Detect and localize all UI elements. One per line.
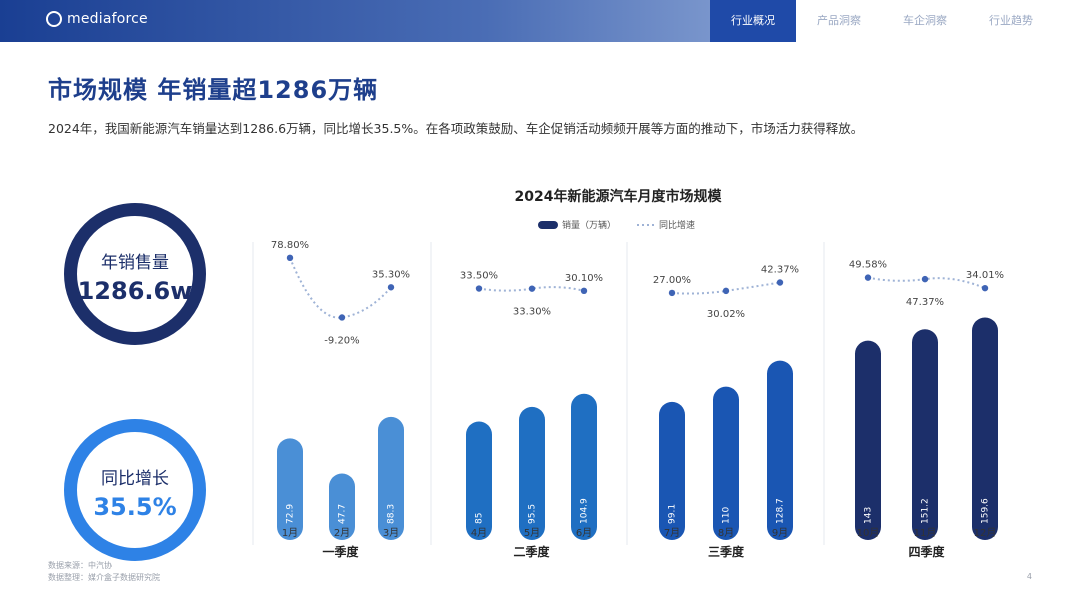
growth-point-label: 30.10%	[565, 273, 603, 284]
nav-item-industry-overview[interactable]: 行业概况	[710, 0, 796, 42]
month-tick-label: 2月	[334, 527, 350, 539]
growth-point-label: 49.58%	[849, 260, 887, 271]
source-note: 数据来源：中汽协 数据整理：媒介盒子数据研究院	[48, 560, 160, 584]
growth-point	[668, 289, 676, 297]
month-tick-label: 10月	[857, 527, 880, 539]
sales-bar-label: 72.9	[286, 504, 296, 524]
sales-bar-label: 151.2	[921, 498, 931, 524]
growth-point	[864, 274, 872, 281]
month-tick-label: 9月	[772, 527, 788, 539]
month-tick-label: 11月	[914, 527, 937, 539]
month-tick-label: 7月	[664, 527, 680, 539]
yoy-growth-value: 35.5%	[93, 493, 177, 521]
sales-bar-label: 85	[475, 513, 485, 524]
data-source: 数据来源：中汽协	[48, 561, 112, 570]
top-nav: 行业概况 产品洞察 车企洞察 行业趋势	[710, 0, 1054, 42]
brand-name: mediaforce	[67, 11, 148, 27]
growth-point-label: 34.01%	[966, 270, 1004, 281]
growth-line	[867, 276, 986, 290]
growth-point-label: 27.00%	[653, 275, 691, 286]
sales-bar	[972, 317, 998, 540]
growth-point	[776, 279, 784, 286]
sales-bar-label: 143	[864, 507, 874, 524]
sales-bar-label: 88.3	[387, 504, 397, 524]
sales-bar	[713, 386, 739, 540]
growth-point	[338, 314, 346, 321]
header-bar: mediaforce 行业概况 产品洞察 车企洞察 行业趋势	[0, 0, 1080, 42]
page-number: 4	[1026, 572, 1032, 581]
growth-point	[921, 275, 929, 283]
quarter-label: 三季度	[708, 544, 745, 559]
growth-point-label: 78.80%	[271, 240, 309, 251]
page-title: 市场规模 年销量超1286万辆	[48, 76, 379, 104]
nav-item-industry-trend[interactable]: 行业趋势	[989, 14, 1033, 27]
month-tick-label: 1月	[282, 527, 298, 539]
month-tick-label: 4月	[471, 527, 487, 539]
growth-point-label: 35.30%	[372, 269, 410, 280]
legend-swatch-sales	[538, 221, 558, 229]
sales-bar-label: 95.5	[528, 504, 538, 524]
growth-point-label: 33.50%	[460, 271, 498, 282]
month-tick-label: 5月	[524, 527, 540, 539]
sales-bar-label: 104.9	[580, 498, 590, 524]
sales-bar	[466, 421, 492, 540]
sales-bar-label: 47.7	[338, 504, 348, 524]
nav-background	[790, 0, 1080, 42]
quarter-label: 二季度	[513, 544, 550, 559]
sales-bar-label: 159.6	[981, 498, 991, 524]
sales-bar	[277, 438, 303, 540]
growth-point-label: 47.37%	[906, 297, 944, 308]
growth-point	[475, 285, 483, 292]
growth-line	[478, 286, 585, 292]
growth-point-label: -9.20%	[324, 335, 359, 346]
chart-title: 2024年新能源汽车月度市场规模	[515, 188, 723, 205]
nav-item-automaker-insight[interactable]: 车企洞察	[903, 14, 947, 27]
sales-bar	[767, 360, 793, 540]
growth-point-label: 42.37%	[761, 265, 799, 276]
sales-bar-label: 99.1	[668, 504, 678, 524]
growth-point	[387, 284, 395, 291]
month-tick-label: 6月	[576, 527, 592, 539]
sales-bar	[855, 340, 881, 540]
annual-sales-label: 年销售量	[101, 253, 169, 273]
sales-bar	[571, 393, 597, 540]
growth-point	[528, 285, 536, 292]
yoy-growth-label: 同比增长	[101, 469, 169, 489]
logo-icon	[46, 11, 62, 27]
growth-point	[722, 287, 730, 295]
legend-label-sales: 销量（万辆）	[562, 219, 616, 231]
month-tick-label: 8月	[718, 527, 734, 539]
legend-label-growth: 同比增速	[659, 219, 695, 231]
growth-point	[981, 284, 989, 292]
sales-bar	[912, 329, 938, 540]
quarter-label: 一季度	[322, 544, 359, 559]
sales-bar	[659, 401, 685, 540]
page-subtitle: 2024年，我国新能源汽车销量达到1286.6万辆，同比增长35.5%。在各项政…	[48, 121, 864, 136]
month-tick-label: 3月	[383, 527, 399, 539]
growth-point-label: 33.30%	[513, 307, 551, 318]
growth-line	[289, 257, 392, 319]
sales-bar-label: 110	[722, 507, 732, 524]
data-compiler: 数据整理：媒介盒子数据研究院	[48, 573, 160, 582]
sales-bar-label: 128.7	[776, 498, 786, 524]
growth-line	[671, 281, 781, 295]
sales-bar	[378, 416, 404, 540]
quarter-label: 四季度	[908, 544, 945, 559]
brand-logo: mediaforce	[46, 11, 148, 27]
month-tick-label: 12月	[974, 527, 997, 539]
growth-point	[286, 254, 294, 262]
annual-sales-value: 1286.6w	[77, 277, 193, 305]
growth-point-label: 30.02%	[707, 309, 745, 320]
growth-point	[580, 287, 588, 295]
sales-bar	[329, 473, 355, 540]
nav-item-product-insight[interactable]: 产品洞察	[817, 14, 861, 27]
sales-bar	[519, 406, 545, 540]
